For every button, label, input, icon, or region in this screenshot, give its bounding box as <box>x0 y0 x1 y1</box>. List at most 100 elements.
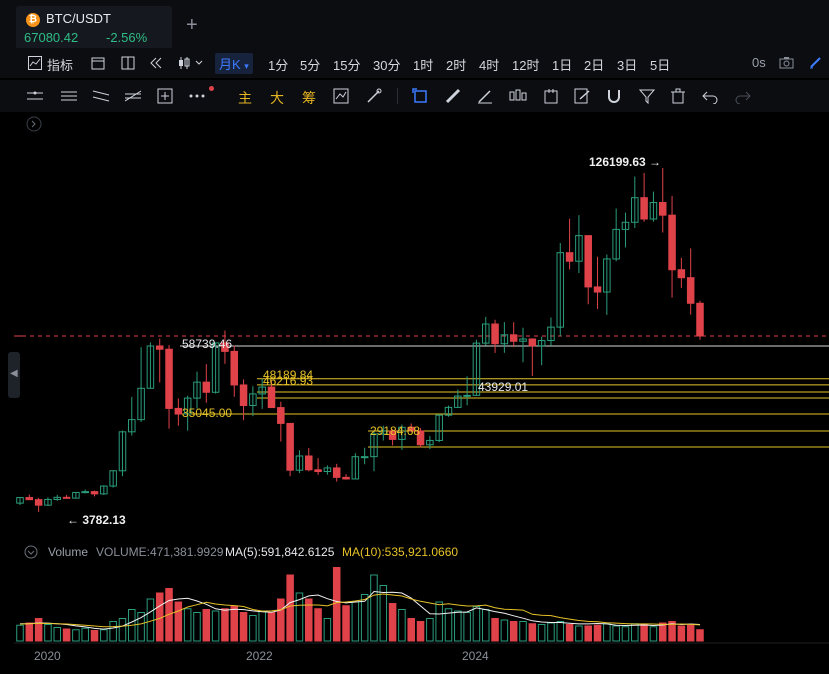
channel-icon[interactable] <box>92 89 110 103</box>
interval-3d[interactable]: 3日 <box>617 58 638 73</box>
candle-body <box>537 340 546 347</box>
pencil-icon[interactable] <box>809 55 823 69</box>
interval-monthly-label: 月K <box>219 57 241 72</box>
indicator-button[interactable]: 指标 <box>47 58 74 73</box>
candle-body <box>351 456 360 480</box>
parallel-lines-icon[interactable] <box>60 89 78 103</box>
volume-bar <box>612 625 620 642</box>
bitcoin-icon: ₿ <box>26 13 40 27</box>
volume-bar <box>34 618 43 642</box>
chip-distribution-button[interactable]: 筹 <box>302 90 316 106</box>
volume-bar <box>174 601 183 642</box>
candle-body <box>481 323 490 344</box>
volume-bar <box>584 625 592 642</box>
candle-body <box>128 419 136 433</box>
volume-bar <box>463 612 471 642</box>
candle-body <box>286 422 294 471</box>
volume-bar <box>202 609 211 642</box>
main-chart-button[interactable]: 主 <box>238 90 252 106</box>
interval-1h[interactable]: 1时 <box>413 58 434 73</box>
candle-body <box>565 252 574 262</box>
interval-15m[interactable]: 15分 <box>333 58 361 73</box>
compare-icon[interactable] <box>333 88 349 104</box>
volume-bar <box>370 574 378 642</box>
volume-bar <box>519 621 527 642</box>
layout-icon[interactable] <box>121 56 135 70</box>
undo-icon[interactable] <box>702 88 718 104</box>
filter-icon[interactable] <box>639 88 655 104</box>
redo-icon[interactable] <box>735 88 751 104</box>
new-tab-button[interactable]: + <box>186 14 198 36</box>
level-label-29184: 29184.68 <box>370 424 421 438</box>
candle-body <box>249 393 257 406</box>
indicator-icon[interactable] <box>28 56 42 70</box>
candle-body <box>183 397 192 415</box>
volume-bar <box>575 625 583 642</box>
replay-icon[interactable] <box>149 56 163 70</box>
interval-1m[interactable]: 1分 <box>268 58 289 73</box>
horizontal-lines-icon[interactable] <box>26 89 44 103</box>
volume-collapse-icon[interactable] <box>24 545 38 559</box>
volume-bar <box>407 618 415 642</box>
candle-body <box>463 394 471 397</box>
volume-bar <box>640 624 648 642</box>
volume-bar <box>267 612 276 642</box>
interval-monthly[interactable]: 月K ▾ <box>215 53 253 74</box>
volume-bar <box>631 623 639 642</box>
interval-5m[interactable]: 5分 <box>300 58 321 73</box>
candle-body <box>435 414 443 441</box>
magnet-icon[interactable] <box>606 88 622 104</box>
candle-body <box>221 342 229 352</box>
add-box-icon[interactable] <box>157 88 173 104</box>
candle-body <box>631 197 639 223</box>
candle-tool-icon[interactable] <box>508 88 528 104</box>
volume-bar <box>696 629 704 642</box>
candle-body <box>202 381 211 393</box>
candle-body <box>230 350 239 386</box>
countdown: 0s <box>752 55 766 70</box>
chart-type-icon[interactable] <box>178 56 204 70</box>
candle-body <box>686 277 695 304</box>
volume-bar <box>668 621 676 642</box>
camera-icon[interactable] <box>779 56 794 69</box>
fib-icon[interactable] <box>124 89 142 103</box>
candle-body <box>44 498 52 506</box>
interval-1d[interactable]: 1日 <box>552 58 573 73</box>
brush-icon[interactable] <box>366 88 382 104</box>
cursor-select-icon[interactable] <box>412 88 428 104</box>
ruler-icon[interactable] <box>445 88 461 104</box>
edit-note-icon[interactable] <box>574 88 590 104</box>
candle-body <box>360 456 369 459</box>
more-icon[interactable] <box>189 94 205 98</box>
candle-body <box>388 430 397 440</box>
chart-area[interactable] <box>14 112 829 674</box>
ma10-value: MA(10):535,921.0660 <box>342 545 459 559</box>
interval-2d[interactable]: 2日 <box>584 58 605 73</box>
interval-5d[interactable]: 5日 <box>650 58 671 73</box>
volume-bar <box>230 606 239 642</box>
big-order-button[interactable]: 大 <box>270 90 284 106</box>
volume-bar <box>444 608 453 642</box>
trash-icon[interactable] <box>670 88 686 104</box>
side-panel-toggle[interactable]: ◀ <box>8 352 20 398</box>
ma5-value: MA(5):591,842.6125 <box>225 545 335 559</box>
candle-body <box>258 386 266 395</box>
note-icon[interactable] <box>543 88 559 104</box>
interval-12h[interactable]: 12时 <box>512 58 540 73</box>
interval-2h[interactable]: 2时 <box>446 58 467 73</box>
collapse-toggle-icon[interactable] <box>26 116 42 132</box>
interval-4h[interactable]: 4时 <box>479 58 500 73</box>
tab-btc-usdt[interactable]: ₿ BTC/USDT 67080.42 -2.56% <box>16 6 172 48</box>
candle-body <box>556 252 565 328</box>
candle-body <box>696 302 704 337</box>
interval-30m[interactable]: 30分 <box>373 58 401 73</box>
candle-body <box>34 499 43 506</box>
candle-body <box>342 476 350 480</box>
calendar-icon[interactable] <box>91 56 105 70</box>
volume-bar <box>239 612 248 642</box>
ath-label: 126199.63 → <box>589 155 662 169</box>
candle-body <box>519 338 527 342</box>
x-label-2024: 2024 <box>462 649 489 663</box>
candle-body <box>146 345 155 389</box>
pen-icon[interactable] <box>477 88 493 104</box>
